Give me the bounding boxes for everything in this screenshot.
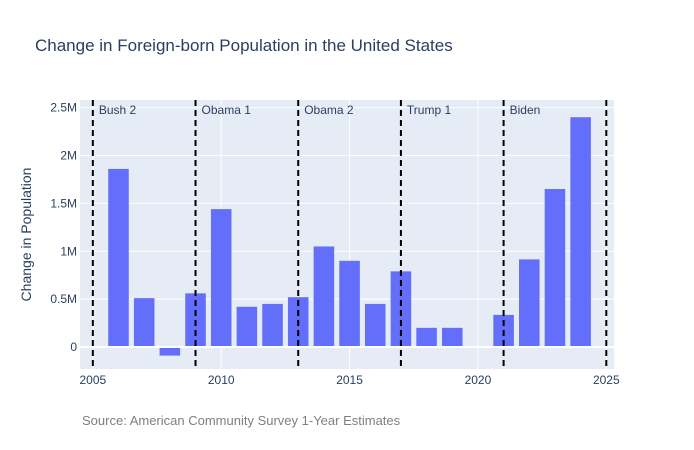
bar [570, 117, 591, 347]
y-tick-label: 1.5M [50, 196, 77, 210]
chart-title: Change in Foreign-born Population in the… [35, 36, 453, 55]
y-tick-label: 0 [70, 340, 77, 354]
bar [416, 327, 437, 347]
y-axis-ticks: 0 0.5M 1M 1.5M 2M 2.5M [50, 101, 77, 354]
x-tick-label: 2020 [465, 373, 492, 387]
era-label: Obama 2 [304, 103, 354, 117]
bar [133, 298, 155, 347]
bars [108, 117, 591, 356]
bar [339, 260, 360, 347]
x-tick-label: 2010 [208, 373, 235, 387]
bar [236, 306, 258, 347]
y-axis-title: Change in Population [18, 168, 34, 302]
era-label: Biden [510, 103, 541, 117]
x-tick-label: 2005 [79, 373, 106, 387]
x-tick-label: 2025 [593, 373, 620, 387]
x-tick-label: 2015 [336, 373, 363, 387]
bar [313, 246, 335, 347]
bar [390, 271, 412, 347]
x-axis-ticks: 2005 2010 2015 2020 2025 [79, 373, 619, 387]
y-tick-label: 2.5M [50, 101, 77, 115]
bar [108, 168, 129, 347]
era-label: Trump 1 [407, 103, 452, 117]
era-boundaries [91, 100, 608, 369]
bar [210, 209, 232, 347]
bar [262, 303, 283, 347]
era-label: Obama 1 [202, 103, 252, 117]
bar [544, 189, 566, 347]
bar [159, 346, 181, 356]
y-tick-label: 2M [60, 149, 77, 163]
era-labels: Bush 2 Obama 1 Obama 2 Trump 1 Biden [99, 103, 540, 117]
bar [364, 303, 386, 347]
bar [441, 327, 463, 347]
era-label: Bush 2 [99, 103, 137, 117]
source-annotation: Source: American Community Survey 1-Year… [82, 413, 401, 428]
y-tick-label: 0.5M [50, 292, 77, 306]
y-tick-label: 1M [60, 244, 77, 258]
bar [519, 259, 540, 347]
